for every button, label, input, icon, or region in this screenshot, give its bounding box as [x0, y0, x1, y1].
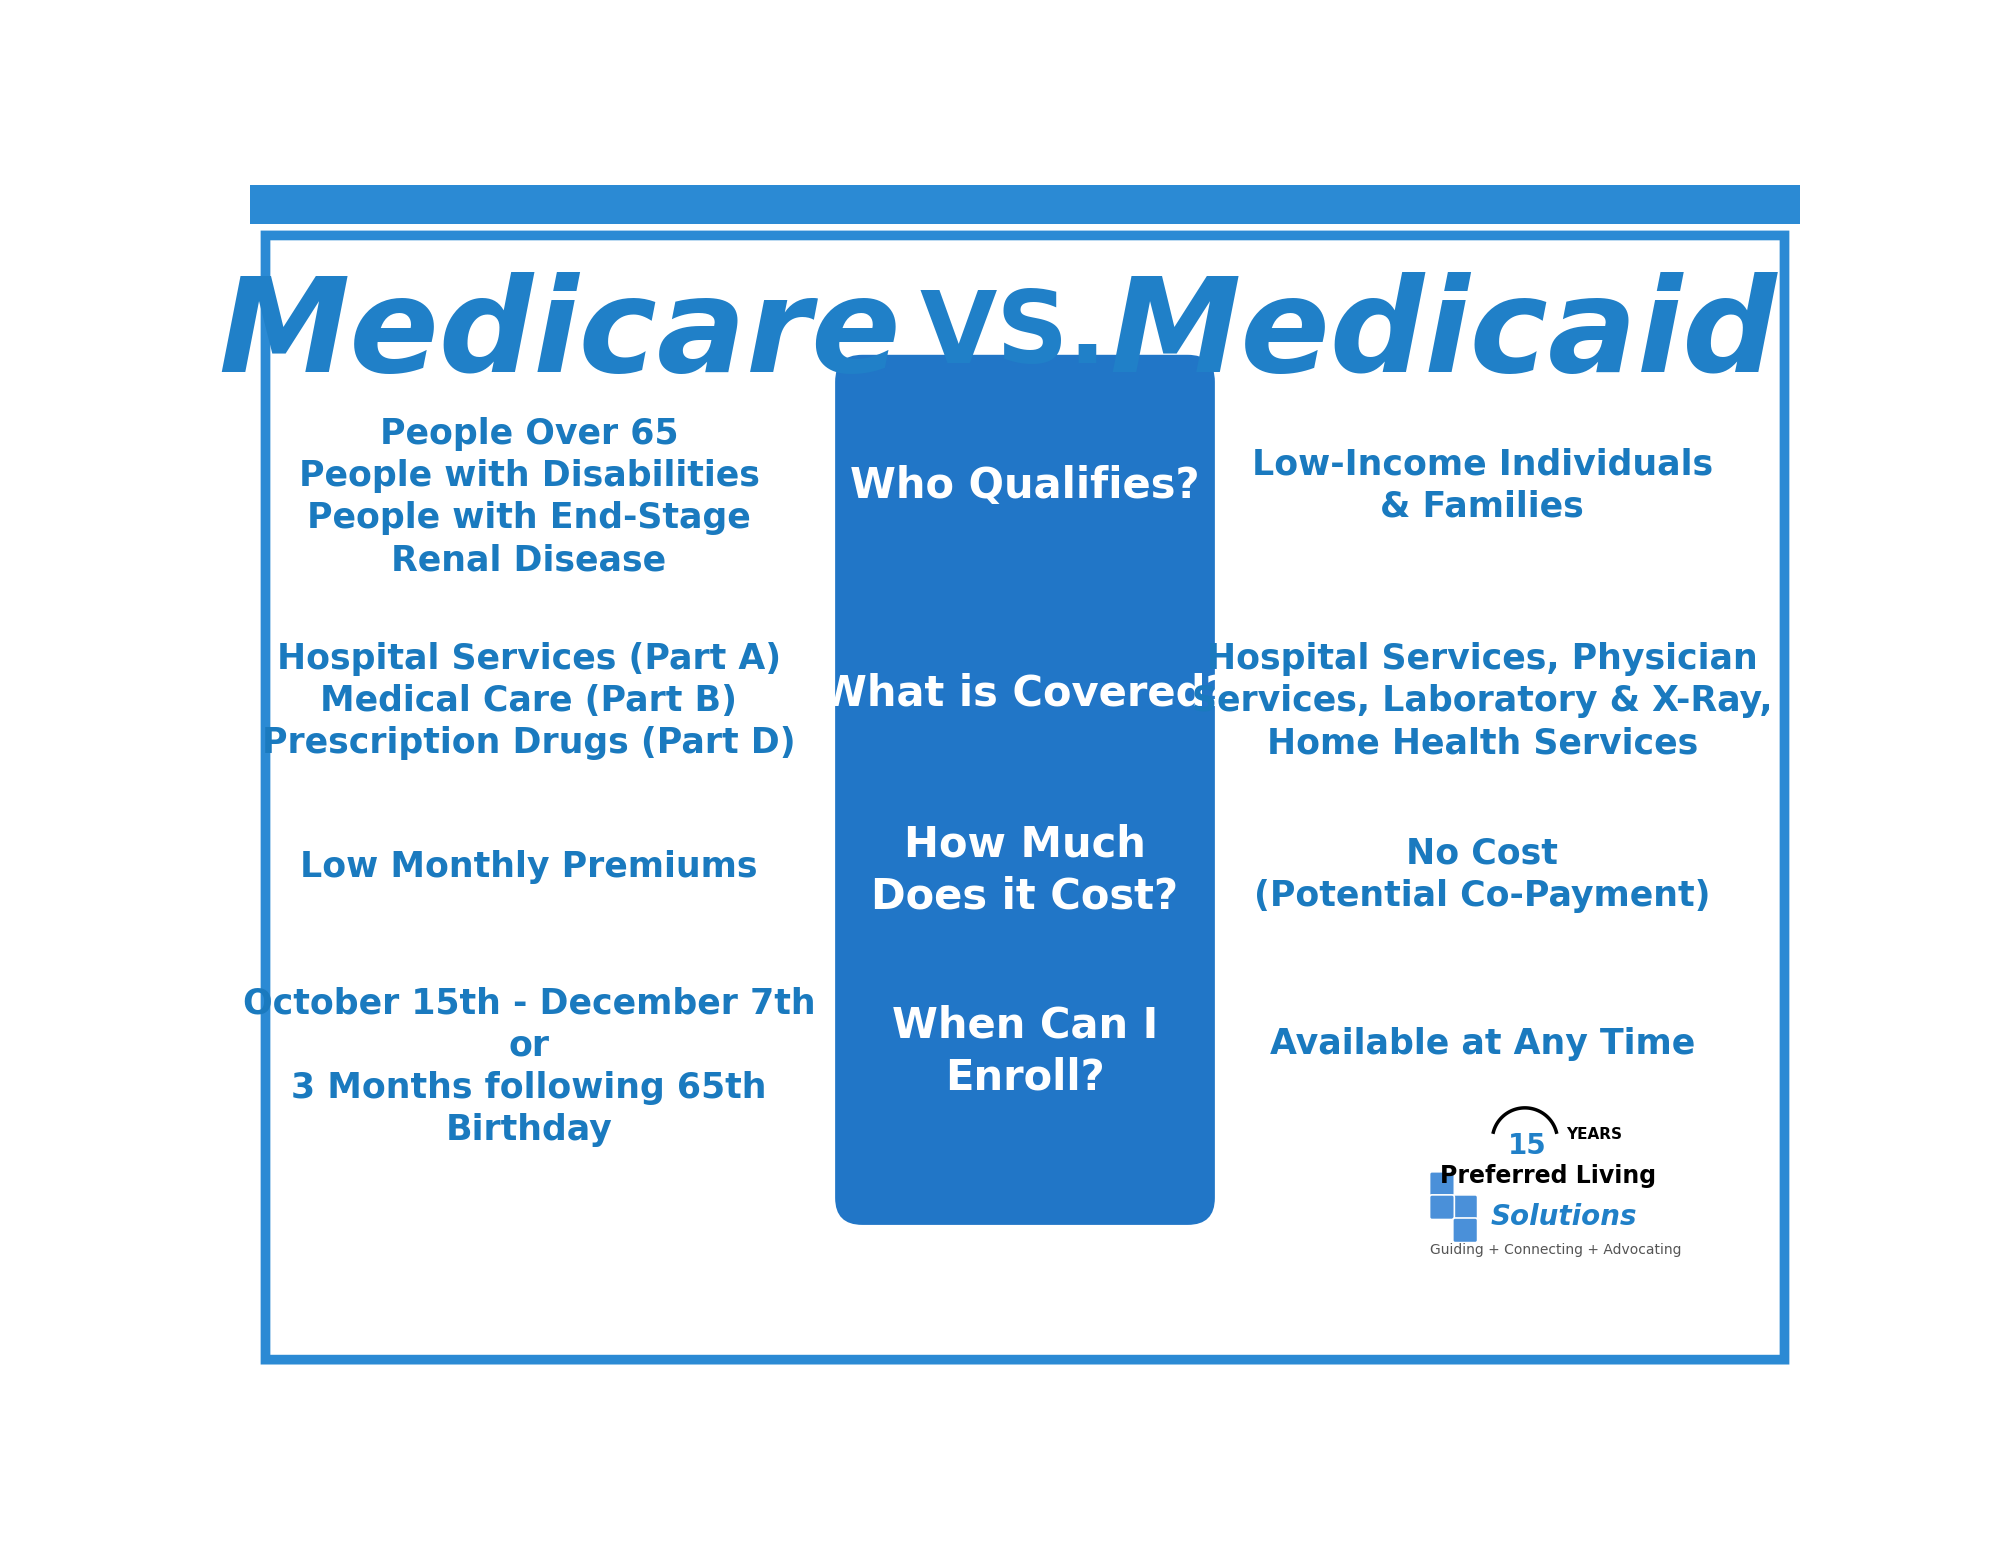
- Text: People Over 65
People with Disabilities
People with End-Stage
Renal Disease: People Over 65 People with Disabilities …: [298, 417, 760, 578]
- Text: Medicaid: Medicaid: [1110, 272, 1778, 399]
- Text: Who Qualifies?: Who Qualifies?: [850, 465, 1200, 507]
- FancyBboxPatch shape: [1452, 1217, 1478, 1242]
- Text: Hospital Services (Part A)
Medical Care (Part B)
Prescription Drugs (Part D): Hospital Services (Part A) Medical Care …: [262, 643, 796, 760]
- Text: VS.: VS.: [920, 287, 1108, 385]
- FancyBboxPatch shape: [1430, 1194, 1454, 1219]
- FancyBboxPatch shape: [1430, 1171, 1454, 1196]
- Text: 15: 15: [1508, 1131, 1546, 1160]
- Text: How Much
Does it Cost?: How Much Does it Cost?: [872, 823, 1178, 918]
- Text: Low Monthly Premiums: Low Monthly Premiums: [300, 850, 758, 884]
- Text: YEARS: YEARS: [1566, 1128, 1622, 1142]
- Text: Medicare: Medicare: [218, 272, 902, 399]
- Text: Low-Income Individuals
& Families: Low-Income Individuals & Families: [1252, 448, 1712, 524]
- Text: Solutions: Solutions: [1490, 1204, 1636, 1231]
- Text: Preferred Living: Preferred Living: [1440, 1165, 1656, 1188]
- Text: Available at Any Time: Available at Any Time: [1270, 1027, 1694, 1061]
- FancyBboxPatch shape: [1452, 1194, 1478, 1219]
- Text: No Cost
(Potential Co-Payment): No Cost (Potential Co-Payment): [1254, 836, 1710, 913]
- FancyBboxPatch shape: [266, 235, 1784, 1360]
- Text: Guiding + Connecting + Advocating: Guiding + Connecting + Advocating: [1430, 1244, 1682, 1258]
- Bar: [250, 185, 1800, 224]
- Text: Hospital Services, Physician
Services, Laboratory & X-Ray,
Home Health Services: Hospital Services, Physician Services, L…: [1192, 643, 1772, 760]
- Text: October 15th - December 7th
or
3 Months following 65th
Birthday: October 15th - December 7th or 3 Months …: [242, 987, 816, 1148]
- Text: When Can I
Enroll?: When Can I Enroll?: [892, 1004, 1158, 1098]
- FancyBboxPatch shape: [836, 355, 1214, 1225]
- Text: What is Covered?: What is Covered?: [820, 672, 1230, 715]
